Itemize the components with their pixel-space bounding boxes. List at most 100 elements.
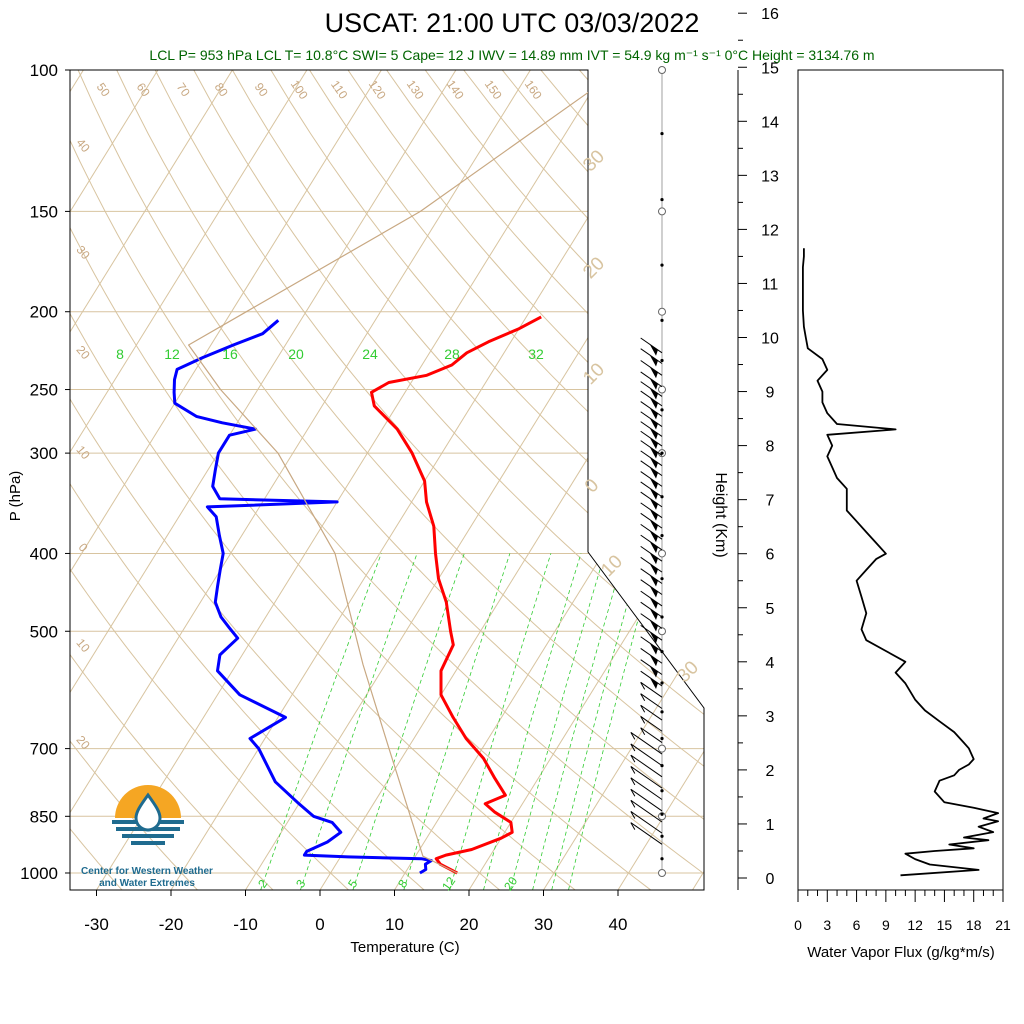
wind-barb-icon: [640, 401, 663, 417]
dry-adiabat-label: 120: [366, 77, 389, 102]
wind-barb-icon: [640, 534, 663, 551]
wind-barb-icon: [640, 693, 663, 709]
pressure-tick-label: 150: [30, 202, 58, 221]
wind-barb-icon: [640, 460, 663, 477]
height-tick-label: 11: [762, 276, 779, 293]
temperature-line: [370, 315, 542, 875]
pressure-tick-label: 850: [30, 807, 58, 826]
height-tick-label: 1: [766, 817, 775, 834]
isotherm-line: [96, 70, 606, 890]
wind-pennant-icon: [650, 428, 658, 440]
level-dot-icon: [660, 577, 664, 581]
flux-tick-label: 9: [882, 917, 890, 933]
isotherm-line: [692, 70, 704, 890]
level-dot-icon: [660, 789, 664, 793]
isotherm-line: [70, 70, 457, 890]
skew-t-grid: [70, 70, 704, 890]
level-dot-icon: [660, 408, 664, 412]
height-tick-label: 12: [761, 222, 779, 239]
wind-barb-icon: [640, 636, 663, 652]
height-tick-label: 13: [761, 168, 779, 185]
wind-barb-icon: [640, 421, 663, 437]
logo-drop-icon: [134, 792, 162, 832]
pressure-tick-label: 1000: [20, 864, 58, 883]
isotherm-label: 0: [581, 475, 603, 497]
wind-feather-icon: [630, 743, 636, 752]
flux-tick-label: 21: [995, 917, 1011, 933]
pressure-tick-label: 250: [30, 381, 58, 400]
mixing-ratio-line: [551, 553, 643, 890]
height-tick-label: 16: [761, 6, 779, 23]
wind-barb-icon: [640, 601, 663, 618]
wind-pennant-icon: [650, 388, 658, 400]
dry-adiabat-line: [540, 70, 704, 890]
wind-feather-icon: [640, 716, 646, 724]
wind-feather-icon: [640, 693, 646, 701]
wind-pennant-icon: [650, 478, 658, 490]
temperature-tick-label: -30: [84, 915, 109, 934]
height-tick-label: 7: [766, 493, 775, 510]
wind-barb-icon: [630, 811, 663, 834]
mixing-ratio-line: [483, 553, 582, 890]
flux-panel-border: [797, 69, 1004, 891]
wind-barb-icon: [640, 613, 663, 629]
wind-barb-icon: [630, 777, 663, 800]
mixing-ratio-line: [532, 553, 626, 890]
mixing-ratio-label: 20: [288, 346, 304, 362]
wind-barb-icon: [640, 704, 663, 721]
flux-tick-label: 0: [794, 917, 802, 933]
level-dot-icon: [660, 834, 664, 838]
wind-pennant-icon: [650, 575, 658, 587]
wind-pennant-icon: [650, 408, 658, 420]
calm-circle-icon: [658, 549, 666, 558]
level-dot-icon: [660, 197, 664, 202]
flux-tick-label: 3: [823, 917, 831, 933]
dry-adiabat-line: [154, 70, 704, 890]
height-tick-label: 0: [766, 871, 775, 888]
level-dot-icon: [660, 736, 664, 741]
wind-pennant-icon: [650, 553, 658, 565]
level-dot-icon: [660, 681, 664, 685]
height-tick-label: 4: [766, 655, 775, 672]
calm-circle-icon: [658, 744, 666, 753]
wind-feather-icon: [630, 766, 636, 774]
pressure-tick-label: 100: [30, 61, 58, 80]
wind-feather-icon: [630, 777, 636, 786]
wind-barb-icon: [630, 822, 663, 845]
wind-barb-icon: [640, 390, 663, 407]
wind-barb-icon: [640, 545, 663, 562]
mixing-ratio-line: [260, 553, 382, 890]
wind-barb-icon: [640, 716, 663, 732]
calm-circle-icon: [658, 385, 666, 394]
wind-barb-icon: [630, 788, 663, 812]
dry-adiabat-label: 140: [444, 77, 467, 102]
wind-barb-icon: [640, 440, 663, 456]
isotherm-line: [70, 70, 233, 890]
logo-text: Center for Western Weather and Water Ext…: [62, 866, 232, 890]
mixing-ratio-label: 8: [395, 877, 410, 891]
wind-barb-icon: [640, 430, 663, 447]
wind-barb-icon: [630, 799, 663, 823]
flux-tick-label: 12: [907, 917, 923, 933]
mixing-ratio-line: [352, 553, 465, 890]
calm-circle-icon: [658, 66, 666, 74]
dry-adiabat-line: [309, 70, 704, 890]
temperature-tick-label: 0: [315, 915, 324, 934]
height-tick-label: 8: [766, 439, 775, 456]
pressure-tick-label: 700: [30, 740, 58, 759]
wind-barb-icon: [640, 727, 663, 743]
temperature-tick-label: -20: [159, 915, 184, 934]
dry-adiabat-label: 80: [212, 80, 231, 99]
height-tick-label: 3: [766, 709, 775, 726]
wind-pennant-icon: [650, 509, 658, 521]
wind-pennant-icon: [650, 438, 658, 450]
dry-adiabat-label: 100: [288, 77, 311, 102]
skew-t-frame: [69, 69, 705, 891]
dry-adiabat-line: [70, 70, 198, 890]
logo-text-line1: Center for Western Weather: [81, 866, 213, 877]
wind-barb-icon: [630, 731, 663, 755]
dry-adiabat-line: [70, 70, 501, 890]
calm-circle-icon: [658, 207, 666, 216]
wind-pennant-icon: [650, 531, 658, 543]
